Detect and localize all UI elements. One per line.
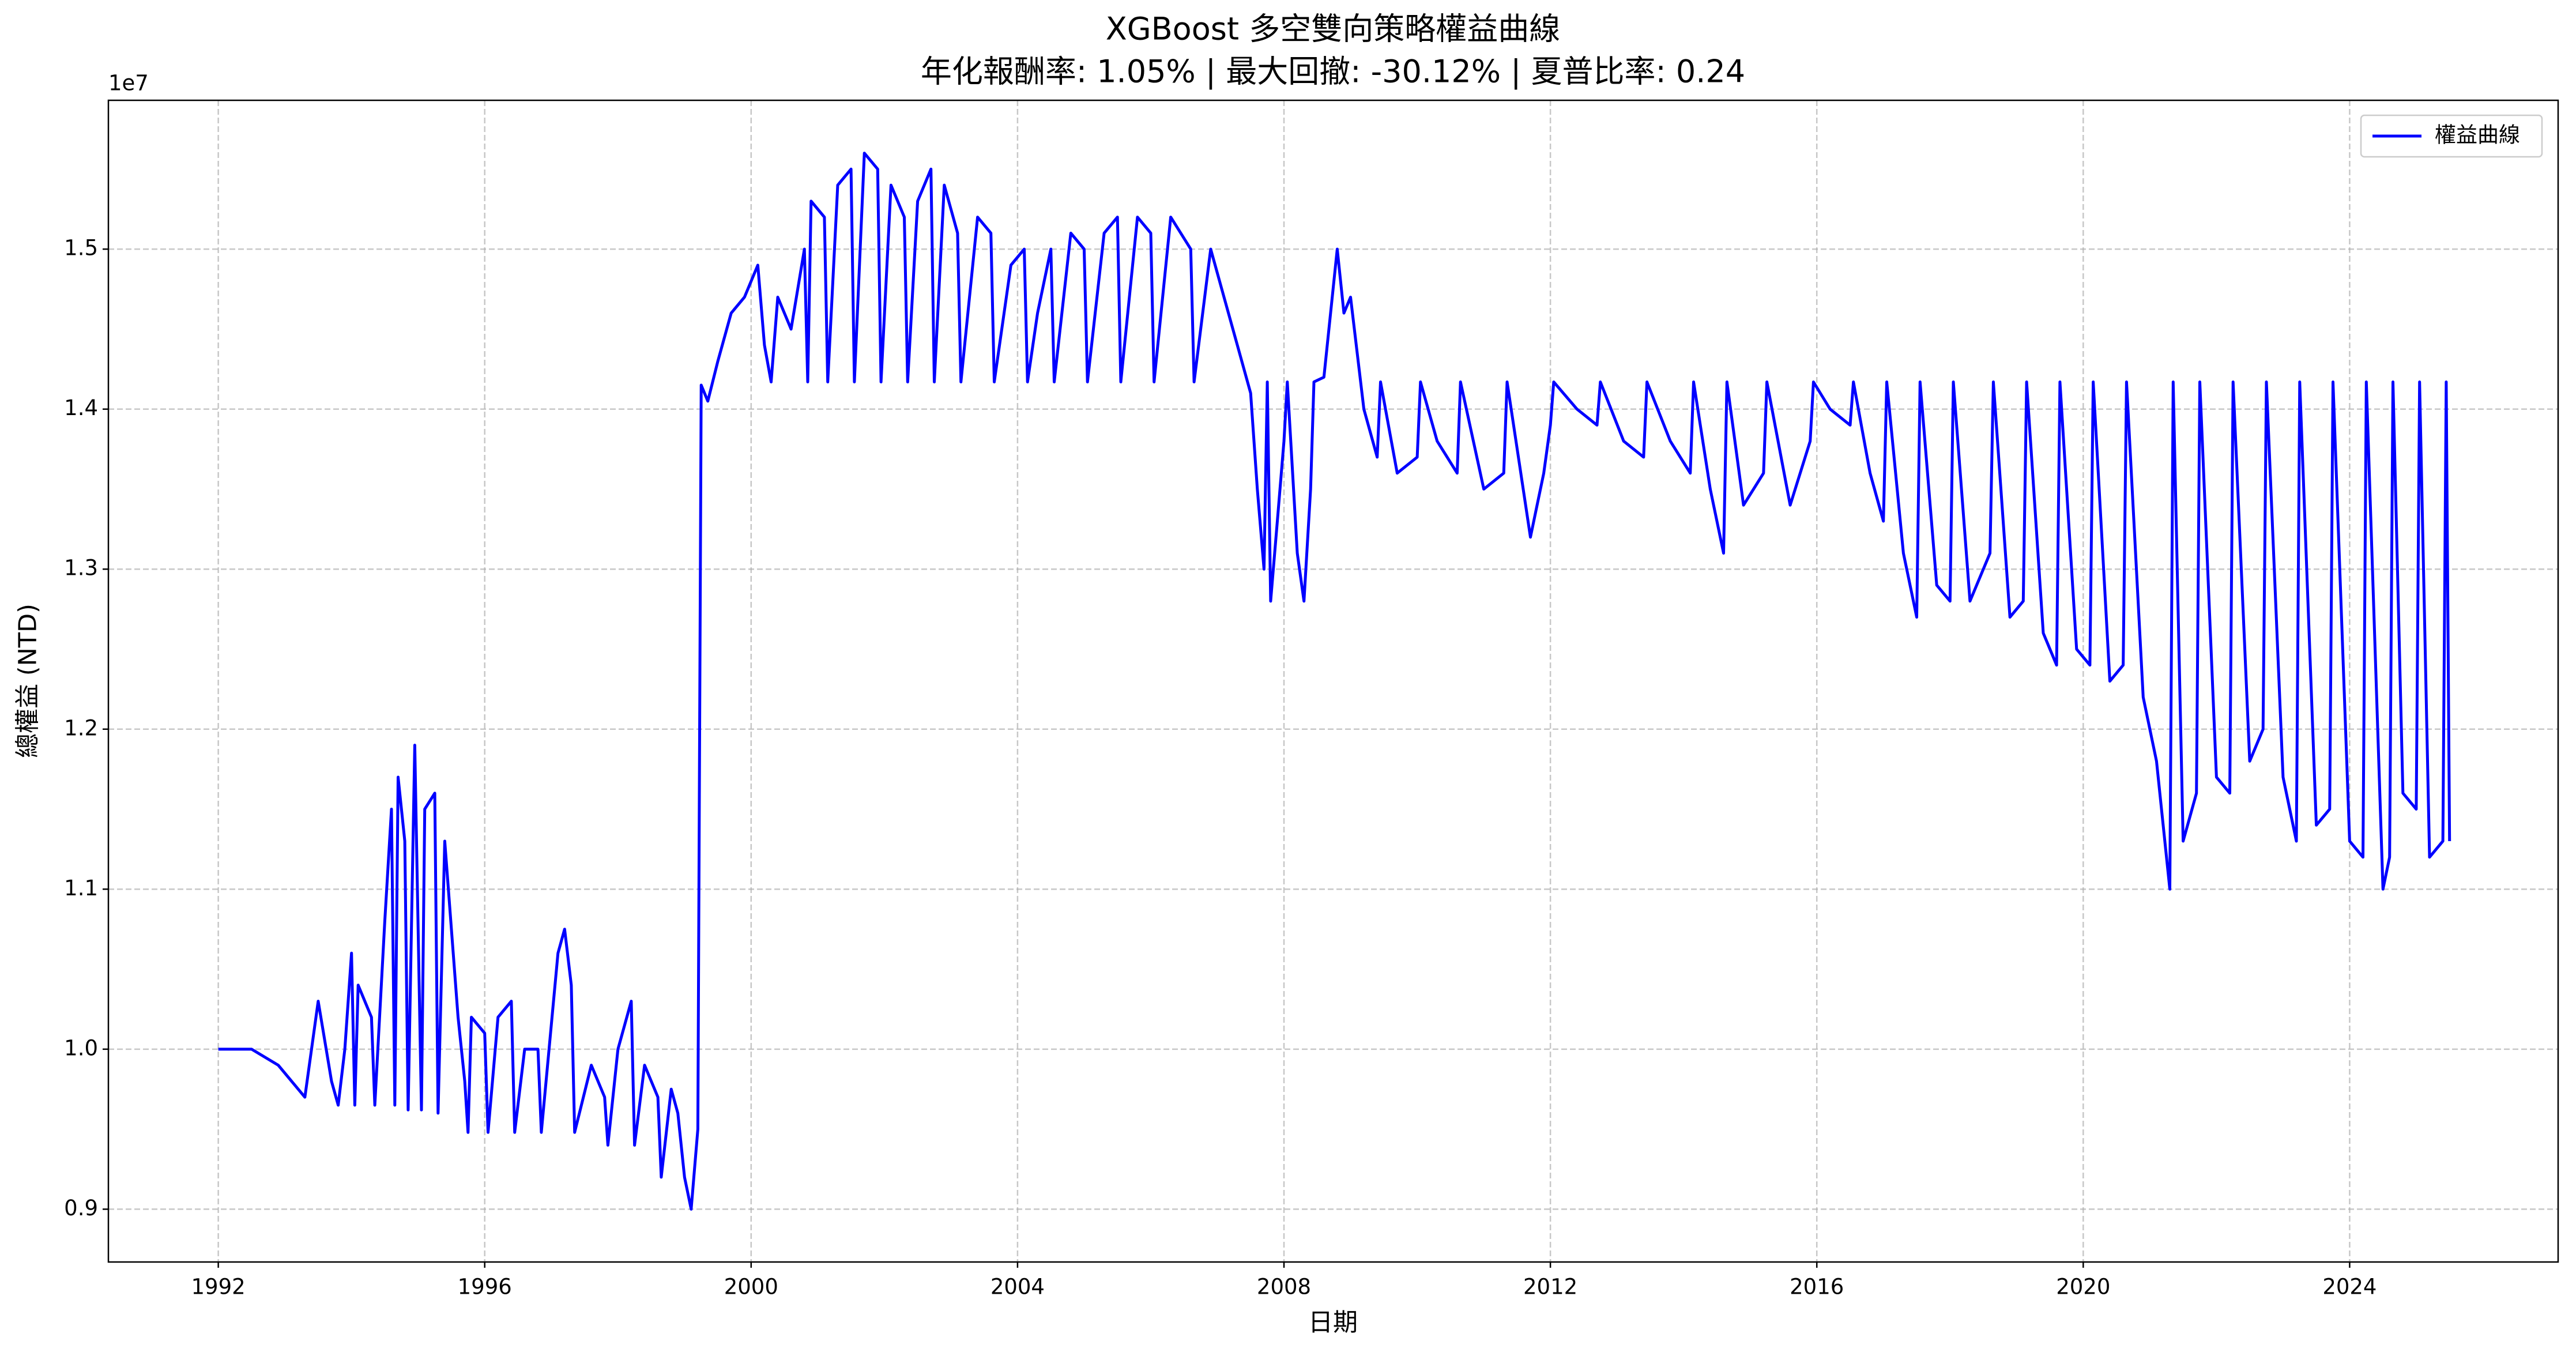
- x-tick-label: 2004: [991, 1275, 1045, 1299]
- x-tick-label: 2008: [1257, 1275, 1311, 1299]
- plot-frame: [107, 99, 2559, 1263]
- y-offset-label: 1e7: [108, 71, 149, 96]
- x-tick-label: 2012: [1523, 1275, 1577, 1299]
- legend-box: [2360, 114, 2543, 158]
- y-tick-label: 1.0: [64, 1035, 98, 1060]
- x-tick-label: 2020: [2056, 1275, 2110, 1299]
- chart-subtitle: 年化報酬率: 1.05% | 最大回撤: -30.12% | 夏普比率: 0.2…: [921, 54, 1745, 90]
- legend-label: 權益曲線: [2435, 123, 2520, 148]
- y-tick-label: 1.3: [64, 556, 98, 581]
- y-tick-label: 1.2: [64, 715, 98, 740]
- x-tick-label: 1996: [458, 1275, 512, 1299]
- chart-title: XGBoost 多空雙向策略權益曲線: [1106, 11, 1560, 47]
- y-tick-label: 1.4: [64, 395, 98, 420]
- x-tick-label: 2024: [2322, 1275, 2377, 1299]
- y-tick-label: 1.5: [64, 236, 98, 261]
- x-axis-label: 日期: [1308, 1309, 1358, 1338]
- y-tick-label: 0.9: [64, 1196, 98, 1220]
- x-tick-label: 2000: [724, 1275, 778, 1299]
- equity-line: [218, 152, 2451, 1211]
- x-tick-label: 2016: [1790, 1275, 1844, 1299]
- y-tick-label: 1.1: [64, 876, 98, 901]
- x-tick-label: 1992: [191, 1275, 246, 1299]
- y-axis-label: 總權益 (NTD): [14, 604, 43, 758]
